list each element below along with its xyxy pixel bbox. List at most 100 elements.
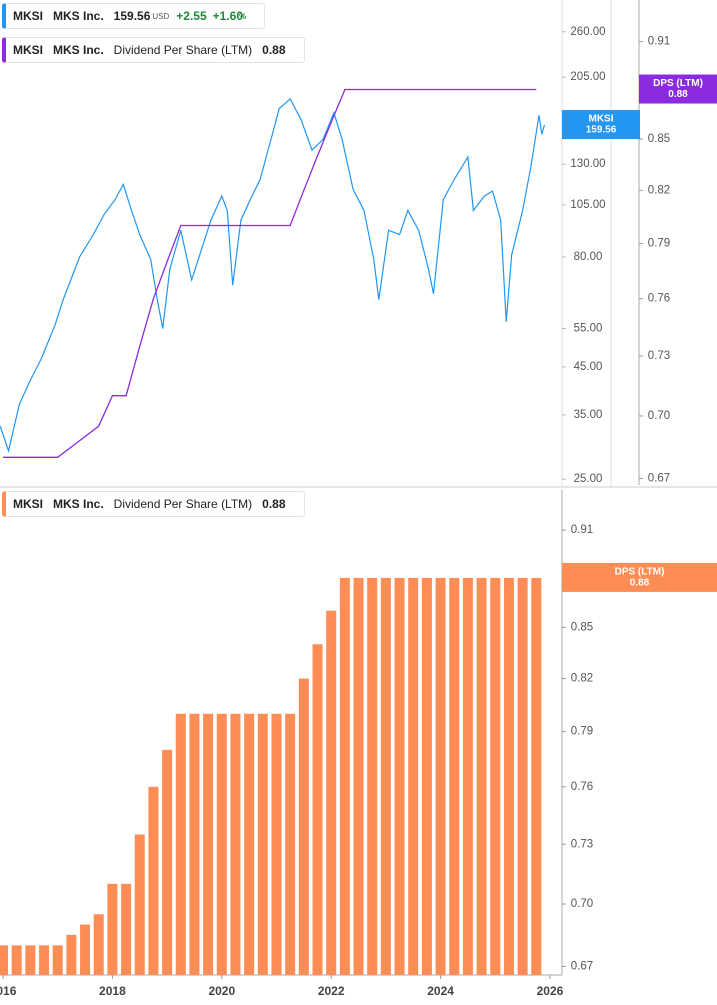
y2-tick-label: 0.76 — [648, 293, 670, 305]
y-tick-label: 0.82 — [571, 673, 593, 685]
bar — [421, 577, 432, 975]
y-tick-label: 25.00 — [574, 473, 603, 485]
bar — [312, 644, 323, 975]
bar — [257, 713, 268, 975]
bar — [285, 713, 296, 975]
badge-label: DPS (LTM) — [615, 567, 665, 578]
company: MKS Inc. — [53, 9, 104, 23]
ticker: MKSI — [13, 497, 43, 511]
bar — [244, 713, 255, 975]
y-tick-label: 45.00 — [574, 361, 603, 373]
x-tick-label: 2018 — [99, 984, 126, 998]
bar — [490, 577, 501, 975]
bar — [39, 945, 50, 975]
y2-tick-label: 0.70 — [648, 410, 670, 422]
bar — [175, 713, 186, 975]
bar — [189, 713, 200, 975]
y-tick-label: 0.91 — [571, 524, 593, 536]
series-name: Dividend Per Share (LTM) — [113, 43, 253, 57]
bar — [462, 577, 473, 975]
badge-box — [562, 110, 640, 140]
axis-badge: DPS (LTM)0.88 — [639, 74, 717, 104]
y-tick-label: 55.00 — [574, 323, 603, 335]
bar — [408, 577, 419, 975]
bar — [203, 713, 214, 975]
series-name: Dividend Per Share (LTM) — [113, 497, 253, 511]
y2-tick-label: 0.85 — [648, 133, 670, 145]
badge-ticker: MKSI — [589, 114, 614, 125]
legend: MKSI MKS Inc. 159.56 USD +2.55 +1.60% — [2, 3, 266, 29]
y2-tick-label: 0.73 — [648, 350, 670, 362]
pct-unit: % — [239, 11, 247, 21]
bar — [339, 577, 350, 975]
y-tick-label: 80.00 — [574, 251, 603, 263]
bar — [271, 713, 282, 975]
bar — [162, 749, 173, 975]
bar — [394, 577, 405, 975]
change: +2.55 — [176, 9, 207, 23]
bar — [121, 883, 132, 975]
bar — [435, 577, 446, 975]
x-tick-label: 2020 — [208, 984, 235, 998]
badge-label: DPS (LTM) — [653, 78, 703, 89]
ticker: MKSI — [13, 43, 43, 57]
y2-tick-label: 0.67 — [648, 472, 670, 484]
x-tick-label: 2016 — [0, 984, 17, 998]
y-tick-label: 0.73 — [571, 838, 593, 850]
bar — [107, 883, 118, 975]
bar — [503, 577, 514, 975]
axis-badge: DPS (LTM)0.88 — [562, 562, 717, 592]
bar — [476, 577, 487, 975]
badge-box — [639, 74, 717, 104]
price-line — [0, 97, 546, 453]
y-tick-label: 0.85 — [571, 621, 593, 633]
y-tick-label: 0.76 — [571, 781, 593, 793]
y2-tick-label: 0.79 — [648, 237, 670, 249]
x-tick-label: 2026 — [537, 984, 564, 998]
bar — [134, 834, 145, 975]
y-tick-label: 0.70 — [571, 898, 593, 910]
bar — [298, 678, 309, 975]
bar — [449, 577, 460, 975]
change-pct: +1.60 — [212, 9, 244, 23]
bar — [517, 577, 528, 975]
last-value: 0.88 — [262, 43, 286, 57]
y-tick-label: 0.67 — [571, 960, 593, 972]
bar — [148, 786, 159, 975]
ticker: MKSI — [13, 9, 43, 23]
badge-box — [562, 562, 717, 592]
legend: MKSI MKS Inc. Dividend Per Share (LTM) 0.88 — [2, 491, 305, 517]
company: MKS Inc. — [53, 43, 104, 57]
y-tick-label: 105.00 — [570, 199, 605, 211]
legend: MKSI MKS Inc. Dividend Per Share (LTM) 0.88 — [2, 37, 305, 63]
bar — [52, 945, 63, 975]
bar — [353, 577, 364, 975]
bar — [11, 945, 22, 975]
y2-tick-label: 0.91 — [648, 36, 670, 48]
y-tick-label: 35.00 — [574, 409, 603, 421]
last-value: 0.88 — [262, 497, 286, 511]
bar — [80, 924, 91, 975]
bar — [93, 914, 104, 975]
bar — [216, 713, 227, 975]
x-tick-label: 2022 — [318, 984, 345, 998]
badge-value: 159.56 — [586, 125, 617, 136]
y-tick-label: 260.00 — [570, 26, 605, 38]
bar — [380, 577, 391, 975]
badge-value: 0.88 — [630, 578, 650, 589]
bar — [531, 577, 542, 975]
bar — [326, 610, 337, 975]
bar — [25, 945, 36, 975]
bar — [0, 945, 9, 975]
bar — [230, 713, 241, 975]
y2-tick-label: 0.82 — [648, 184, 670, 196]
y-tick-label: 130.00 — [570, 158, 605, 170]
x-tick-label: 2024 — [427, 984, 454, 998]
last-price: 159.56 — [113, 9, 151, 23]
dps-line — [3, 88, 537, 458]
bar — [367, 577, 378, 975]
y-tick-label: 0.79 — [571, 726, 593, 738]
